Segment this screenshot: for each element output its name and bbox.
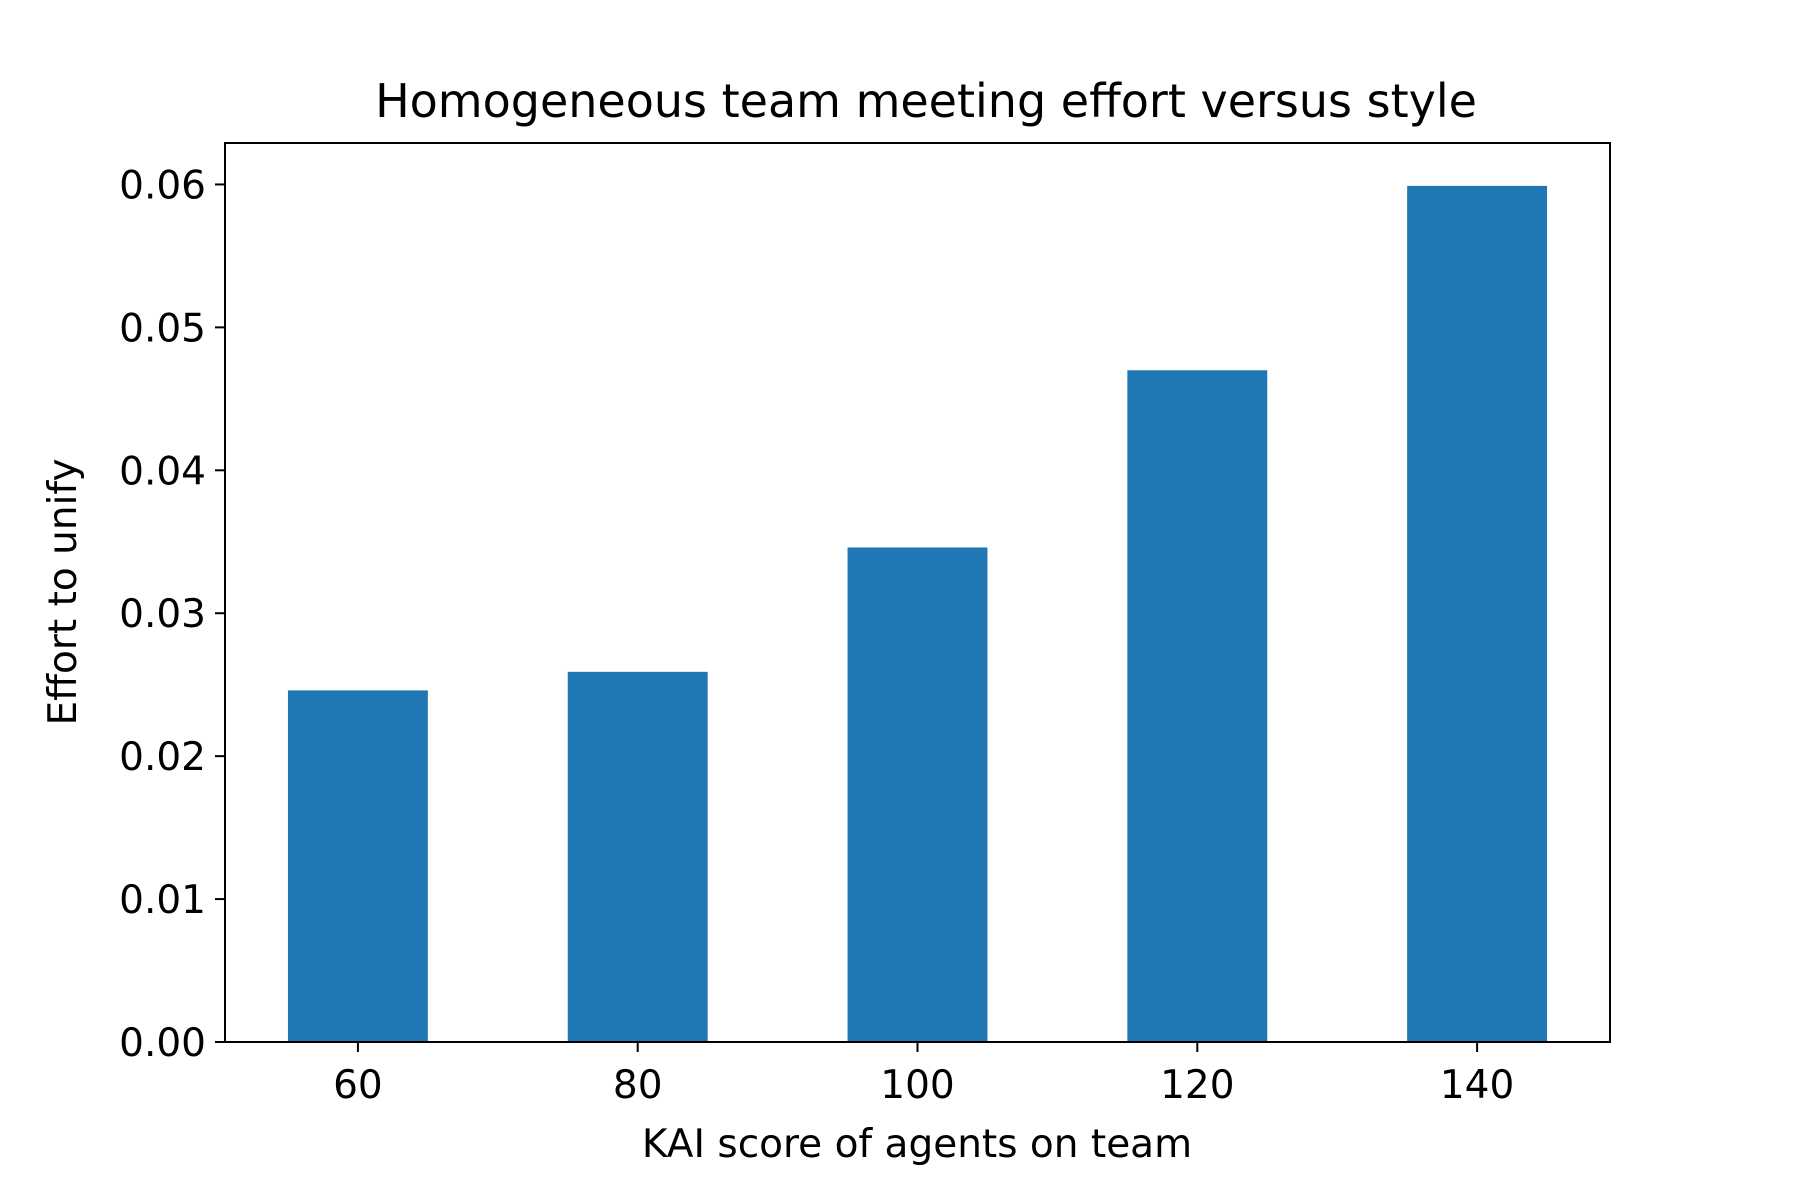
- y-axis-title: Effort to unify: [41, 458, 86, 725]
- x-tick-label: 140: [1440, 1063, 1514, 1108]
- y-tick-label: 0.06: [119, 163, 206, 208]
- y-tick-label: 0.05: [119, 306, 206, 351]
- x-axis: 60 80 100 120 140: [333, 1042, 1514, 1108]
- x-tick-label: 120: [1160, 1063, 1234, 1108]
- y-tick-label: 0.04: [119, 449, 206, 494]
- bar-60: [287, 690, 428, 1042]
- x-axis-title: KAI score of agents on team: [642, 1122, 1192, 1167]
- x-tick-label: 60: [333, 1063, 383, 1108]
- bar-120: [1127, 370, 1268, 1042]
- y-axis: 0.00 0.01 0.02 0.03 0.04 0.05 0.06: [119, 163, 225, 1066]
- x-tick-label: 100: [880, 1063, 954, 1108]
- bars-layer: [287, 185, 1548, 1043]
- y-tick-label: 0.02: [119, 735, 206, 780]
- chart-title: Homogeneous team meeting effort versus s…: [375, 74, 1477, 128]
- bar-100: [847, 547, 988, 1042]
- y-tick-label: 0.01: [119, 878, 206, 923]
- bar-80: [567, 671, 708, 1042]
- y-tick-label: 0.03: [119, 592, 206, 637]
- x-tick-label: 80: [613, 1063, 663, 1108]
- bar-140: [1407, 185, 1548, 1043]
- y-tick-label: 0.00: [119, 1021, 206, 1066]
